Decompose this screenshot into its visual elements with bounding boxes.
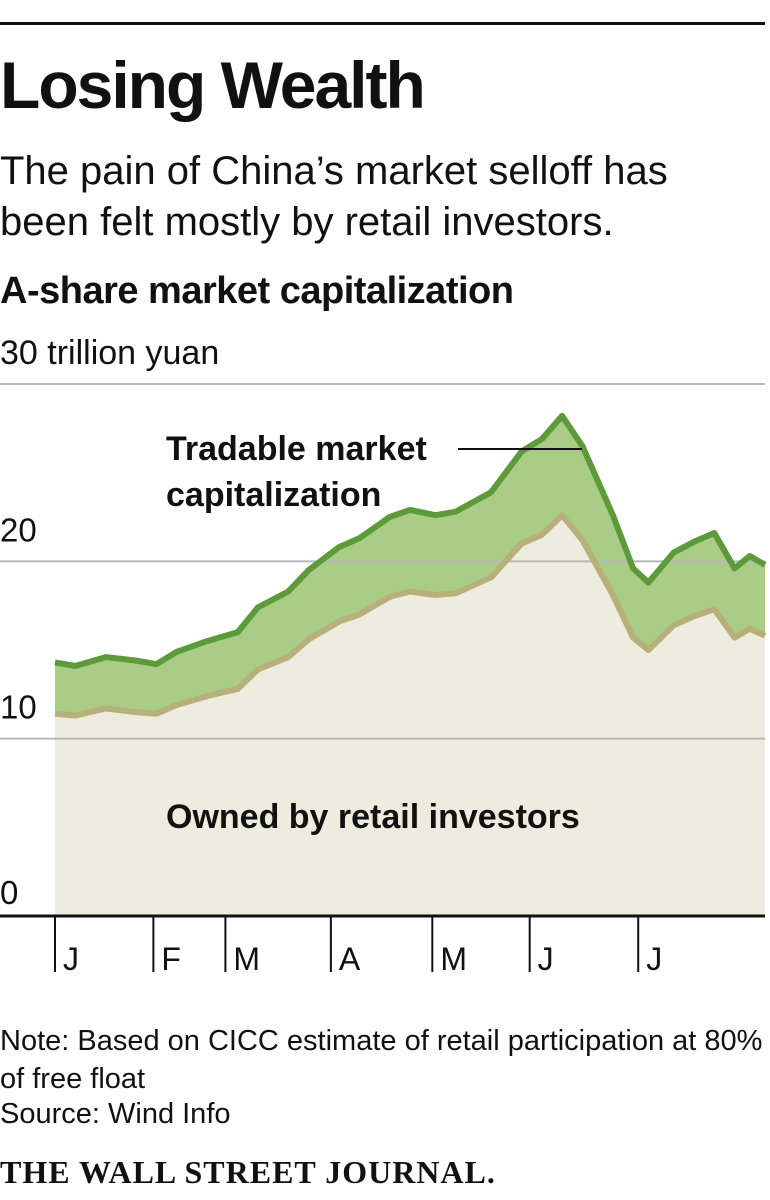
x-tick-label: M: [440, 941, 467, 977]
x-tick-label: J: [646, 941, 662, 977]
market-cap-chart: 0 10 20 J F M A M J J Tradable market capitaliza…: [0, 383, 767, 977]
x-tick-label: M: [233, 941, 260, 977]
retail-area: [55, 515, 765, 916]
top-rule: [0, 22, 765, 25]
chart-note: Note: Based on CICC estimate of retail p…: [0, 1025, 763, 1095]
y-tick-label: 0: [0, 874, 18, 911]
y-tick-label: 20: [0, 511, 37, 548]
y-axis-unit-label: 30 trillion yuan: [0, 334, 220, 372]
tradable-line: [54, 412, 767, 669]
x-tick-label: F: [161, 941, 181, 977]
tradable-series-label-line2: capitalization: [166, 476, 381, 514]
subtitle: The pain of China’s market selloff has b…: [0, 149, 668, 244]
chart-source: Source: Wind Info: [0, 1098, 231, 1130]
x-tick-label: A: [339, 941, 361, 977]
retail-series-label: Owned by retail investors: [166, 798, 580, 836]
x-tick-label: J: [538, 941, 554, 977]
y-tick-label: 10: [0, 689, 37, 726]
chart-title: A-share market capitalization: [0, 270, 514, 312]
retail-line: [54, 512, 767, 719]
headline: Losing Wealth: [0, 48, 426, 122]
tradable-series-label: Tradable market: [166, 430, 427, 468]
tradable-area: [55, 415, 765, 716]
publisher-logo: THE WALL STREET JOURNAL.: [0, 1154, 496, 1190]
x-tick-label: J: [63, 941, 79, 977]
